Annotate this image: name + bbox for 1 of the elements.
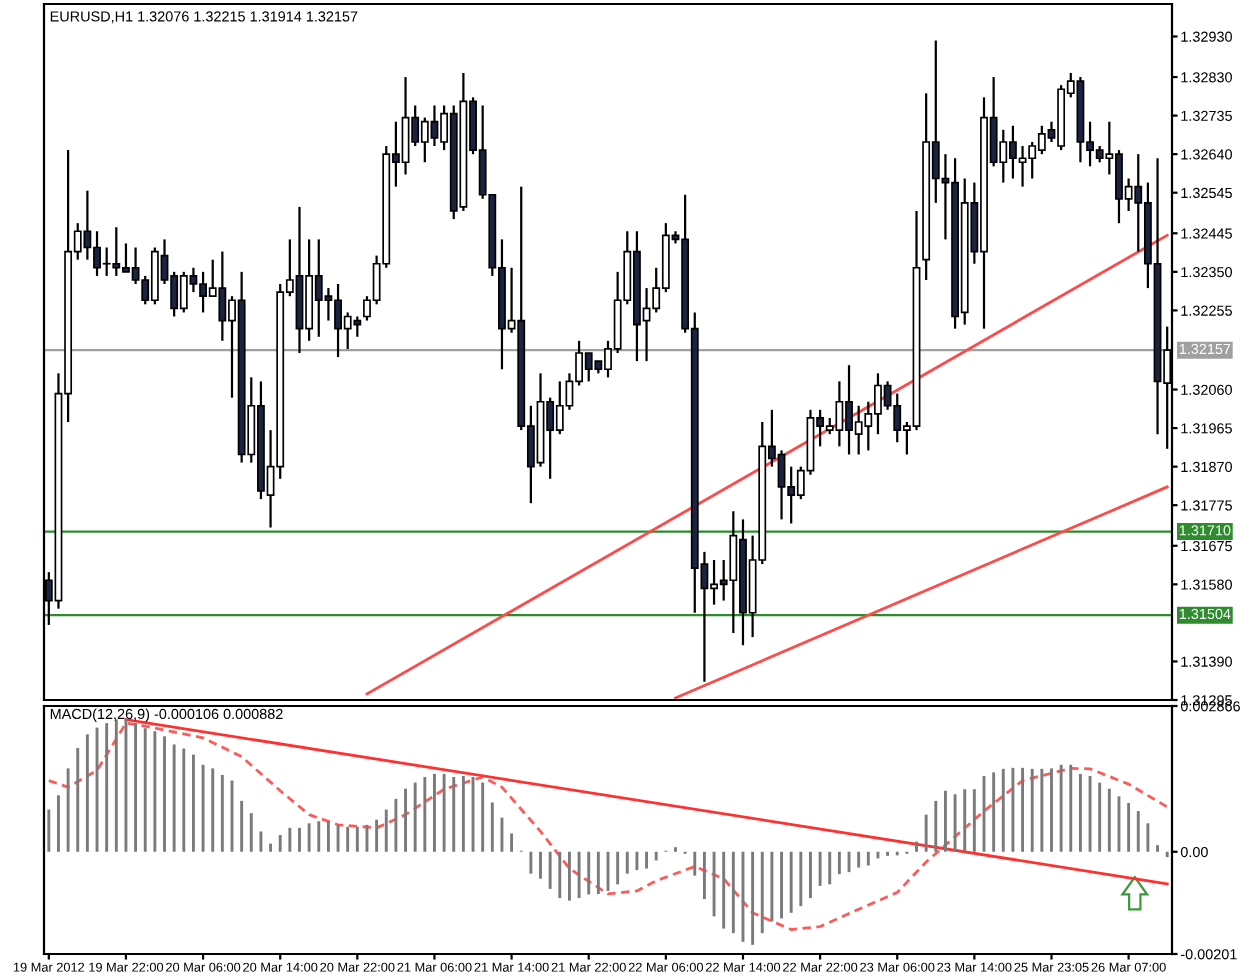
line-series	[47, 721, 1169, 931]
